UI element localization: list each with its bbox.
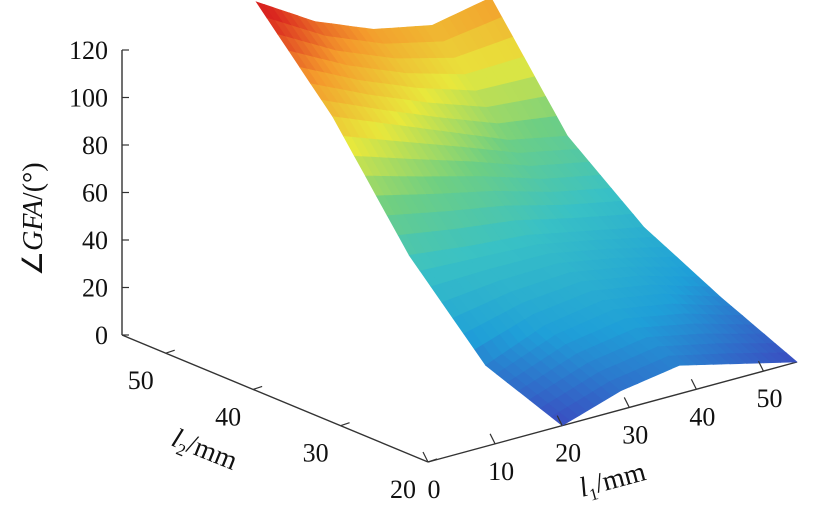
tick-mark [422, 451, 429, 463]
y-tick-label: 40 [215, 402, 241, 431]
tick-mark [340, 422, 350, 427]
x-axis-line [427, 361, 798, 463]
z-tick-label: 120 [69, 36, 108, 65]
z-tick-label: 0 [95, 321, 108, 350]
tick-mark [690, 379, 697, 390]
x-tick-label: 30 [622, 420, 648, 449]
tick-mark [427, 458, 438, 463]
z-tick-label: 60 [82, 179, 108, 208]
z-tick-label: 40 [82, 226, 108, 255]
y-axis-line [121, 334, 429, 463]
y-tick-label: 20 [390, 475, 416, 504]
x-axis-title: l1/mm [576, 456, 650, 506]
axis-ticks: 0 20 40 60 80 100 120 0 10 20 30 40 50 20 30 40 50 [69, 36, 782, 504]
tick-mark [556, 415, 563, 426]
surface-patch [776, 352, 798, 363]
x-tick-label: 10 [488, 457, 514, 486]
surface-plot [255, 0, 798, 426]
tick-mark [757, 360, 764, 372]
tick-mark [623, 397, 630, 408]
y-tick-label: 30 [303, 439, 329, 468]
x-tick-label: 20 [555, 439, 581, 468]
tick-mark [165, 349, 175, 354]
y-tick-label: 50 [128, 366, 154, 395]
z-tick-label: 20 [82, 274, 108, 303]
x-tick-label: 0 [428, 475, 441, 504]
x-tick-label: 50 [756, 384, 782, 413]
x-tick-label: 40 [689, 402, 715, 431]
tick-mark [252, 385, 263, 390]
z-tick-label: 100 [69, 84, 108, 113]
z-tick-label: 80 [82, 131, 108, 160]
tick-mark [489, 433, 496, 445]
z-axis-title: ∠GFA/(°) [18, 162, 49, 276]
